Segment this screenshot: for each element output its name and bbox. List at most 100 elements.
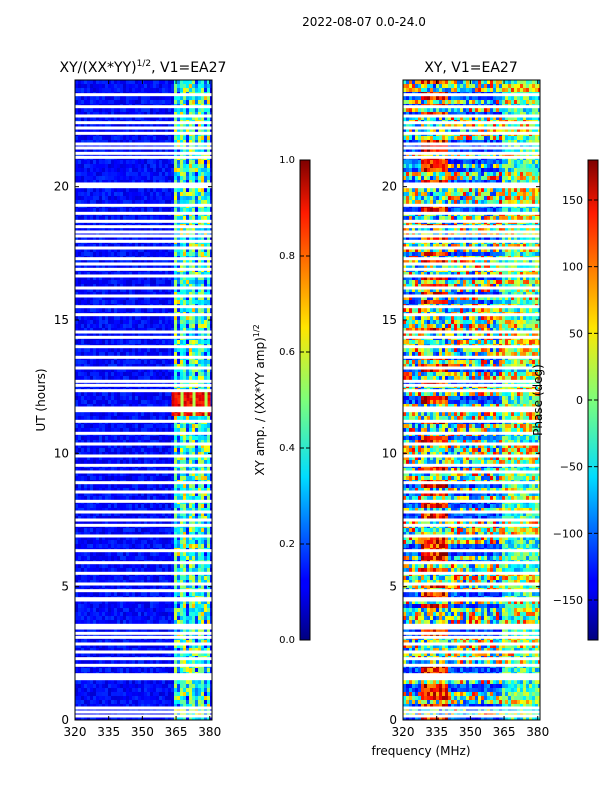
left-heatmap-cell [183,136,186,140]
left-heatmap-cell [90,460,93,464]
left-heatmap-cell [120,340,123,344]
left-heatmap-cell [141,272,144,276]
left-heatmap-cell [102,88,105,92]
left-heatmap-cell [186,324,189,328]
left-heatmap-cell [123,172,126,176]
left-heatmap-cell [195,168,198,172]
left-heatmap-cell [183,360,186,364]
left-heatmap-cell [114,332,117,336]
left-heatmap-cell [156,164,159,168]
left-heatmap-cell [171,236,174,240]
left-heatmap-cell [147,332,150,336]
left-heatmap-cell [171,124,174,128]
left-heatmap-cell [129,428,132,432]
left-heatmap-cell [150,504,153,508]
left-heatmap-cell [93,288,96,292]
left-heatmap-cell [210,440,212,444]
left-heatmap-cell [102,376,105,380]
left-heatmap-cell [114,288,117,292]
left-heatmap-cell [201,364,204,368]
left-heatmap-cell [102,128,105,132]
left-heatmap-cell [99,296,102,300]
left-heatmap-cell [204,476,207,480]
left-heatmap-cell [120,428,123,432]
left-heatmap-cell [105,400,108,404]
left-heatmap-cell [105,308,108,312]
left-heatmap-cell [174,160,177,164]
left-heatmap-cell [117,452,120,456]
left-heatmap-cell [207,300,210,304]
left-heatmap-cell [207,468,210,472]
left-heatmap-cell [75,468,78,472]
left-heatmap-cell [81,288,84,292]
left-heatmap-cell [126,412,129,416]
left-heatmap-cell [177,96,180,100]
left-heatmap-cell [207,188,210,192]
left-heatmap-cell [162,320,165,324]
left-heatmap-cell [201,80,204,84]
left-heatmap-cell [78,396,81,400]
left-heatmap-cell [204,320,207,324]
left-heatmap-cell [111,416,114,420]
left-heatmap-cell [183,140,186,144]
left-heatmap-cell [126,176,129,180]
left-heatmap-cell [171,196,174,200]
left-heatmap-cell [93,316,96,320]
left-heatmap-cell [183,444,186,448]
left-heatmap-cell [87,144,90,148]
left-heatmap-cell [75,364,78,368]
left-heatmap-cell [144,448,147,452]
left-heatmap-cell [126,248,129,252]
left-heatmap-cell [171,352,174,356]
left-heatmap-cell [144,372,147,376]
left-heatmap-cell [195,340,198,344]
left-heatmap-cell [84,164,87,168]
left-heatmap-cell [78,208,81,212]
left-heatmap-cell [87,196,90,200]
left-heatmap-cell [141,364,144,368]
left-heatmap-cell [183,452,186,456]
left-heatmap-cell [180,200,183,204]
left-heatmap-cell [174,376,177,380]
left-heatmap-cell [183,164,186,168]
left-heatmap-cell [195,452,198,456]
left-heatmap-cell [84,216,87,220]
left-heatmap-cell [180,136,183,140]
left-heatmap-cell [126,164,129,168]
left-heatmap-cell [174,284,177,288]
left-heatmap-cell [135,332,138,336]
left-heatmap-cell [147,404,150,408]
left-heatmap-cell [159,252,162,256]
left-heatmap-cell [78,108,81,112]
left-heatmap-cell [81,300,84,304]
left-heatmap-cell [165,80,168,84]
left-heatmap-cell [186,296,189,300]
left-heatmap-cell [87,136,90,140]
left-heatmap-cell [90,372,93,376]
left-heatmap-cell [162,476,165,480]
left-heatmap-cell [183,216,186,220]
left-heatmap-cell [126,208,129,212]
left-heatmap-cell [144,160,147,164]
left-heatmap-cell [171,428,174,432]
left-heatmap-cell [132,192,135,196]
left-heatmap-cell [147,352,150,356]
left-heatmap-cell [102,292,105,296]
left-heatmap-cell [93,272,96,276]
left-heatmap-cell [96,332,99,336]
left-heatmap-cell [189,484,192,488]
left-heatmap-cell [186,100,189,104]
left-heatmap-cell [165,168,168,172]
left-heatmap-cell [165,424,168,428]
left-heatmap-cell [192,192,195,196]
left-heatmap-cell [180,208,183,212]
left-heatmap-cell [141,400,144,404]
left-heatmap-cell [93,280,96,284]
left-heatmap-cell [171,112,174,116]
left-heatmap-cell [192,300,195,304]
left-heatmap-cell [210,236,212,240]
left-heatmap-cell [180,172,183,176]
left-heatmap-cell [135,276,138,280]
left-heatmap-cell [129,392,132,396]
left-heatmap-cell [99,280,102,284]
